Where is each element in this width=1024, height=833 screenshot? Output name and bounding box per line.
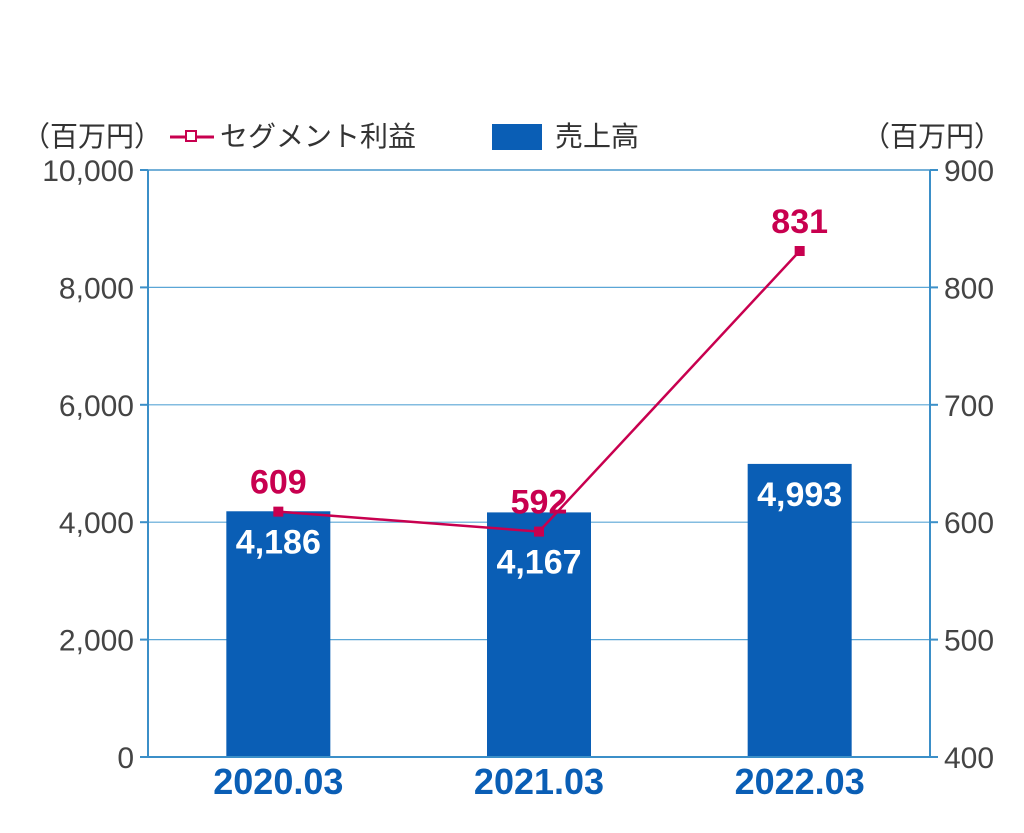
profit-value-label: 592 (511, 484, 568, 522)
axes: 0 2,000 4,000 6,000 8,000 10,000 400 500 600 700 8… (42, 155, 994, 775)
right-tick-label: 700 (944, 390, 994, 423)
profit-value-label: 609 (250, 464, 307, 502)
legend-bar-swatch (492, 124, 542, 150)
legend: セグメント利益 売上高 (170, 120, 639, 153)
left-tick-label: 0 (117, 742, 134, 775)
profit-marker (794, 246, 805, 257)
profit-marker (273, 506, 284, 517)
left-axis-unit: （百万円） (22, 120, 162, 153)
left-tick-label: 2,000 (59, 625, 134, 658)
left-tick-label: 4,000 (59, 507, 134, 540)
left-tick-label: 10,000 (42, 155, 134, 188)
right-tick-label: 400 (944, 742, 994, 775)
legend-item-profit: セグメント利益 (170, 120, 416, 153)
data-labels: 2020.03 2021.03 2022.03 4,186 4,167 4,993 609 5… (213, 203, 864, 802)
sales-bar (747, 463, 852, 757)
left-tick-label: 6,000 (59, 390, 134, 423)
right-tick-label: 600 (944, 507, 994, 540)
profit-value-label: 831 (771, 203, 828, 241)
sales-value-label: 4,167 (496, 544, 581, 582)
legend-label-sales: 売上高 (555, 120, 639, 153)
left-tick-label: 8,000 (59, 272, 134, 305)
right-axis-unit: （百万円） (862, 120, 1002, 153)
right-tick-label: 900 (944, 155, 994, 188)
legend-item-sales: 売上高 (492, 120, 639, 153)
bars (226, 463, 852, 757)
sales-bar (226, 511, 331, 757)
sales-value-label: 4,993 (757, 476, 842, 514)
profit-marker (534, 526, 544, 537)
category-label: 2022.03 (735, 761, 865, 802)
profit-line (273, 246, 805, 537)
legend-label-profit: セグメント利益 (220, 120, 416, 153)
sales-value-label: 4,186 (236, 524, 321, 562)
sales-bar (487, 512, 591, 757)
right-tick-label: 800 (944, 272, 994, 305)
category-label: 2020.03 (213, 761, 343, 802)
category-label: 2021.03 (474, 761, 604, 802)
legend-marker-swatch (185, 130, 197, 142)
right-tick-label: 500 (944, 625, 994, 658)
